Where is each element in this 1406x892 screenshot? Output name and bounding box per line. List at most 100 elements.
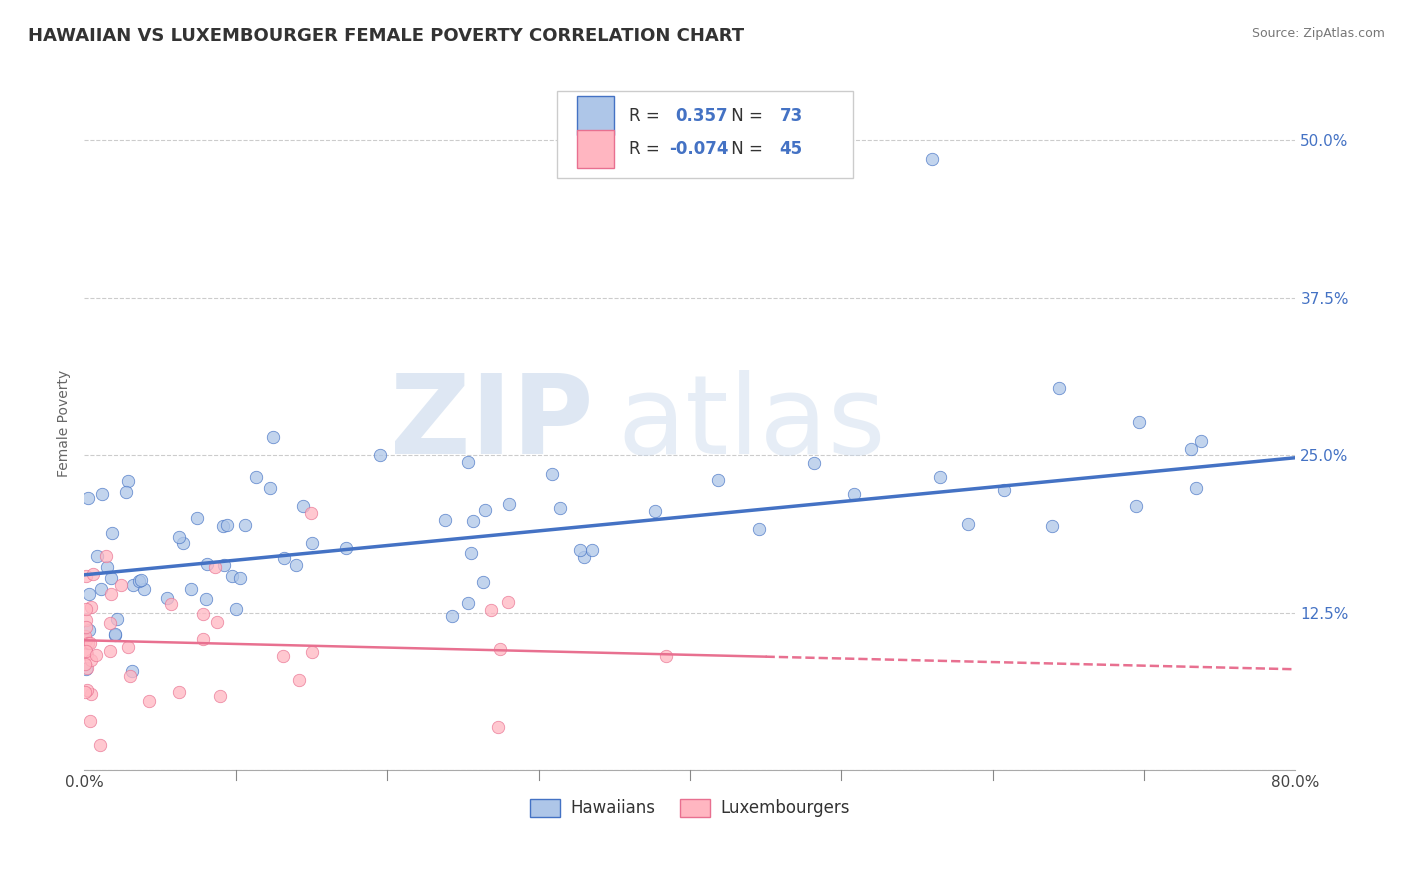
Point [457, 596, 479, 610]
Point [86, 549, 108, 563]
Point [707, 473, 730, 487]
Point [273, 551, 295, 566]
Point [191, 632, 214, 646]
Point [98, 615, 121, 630]
Point [172, 536, 194, 550]
Point [434, 513, 457, 527]
Point [1128, 415, 1150, 429]
Point [956, 516, 979, 531]
Point [194, 591, 217, 606]
Point [76, 647, 98, 661]
Point [80, 600, 103, 615]
Legend: Hawaiians, Luxembourgers: Hawaiians, Luxembourgers [523, 792, 856, 824]
Point [75, 644, 97, 658]
FancyBboxPatch shape [557, 91, 853, 178]
Point [79, 714, 101, 728]
Point [75, 602, 97, 616]
Point [117, 640, 139, 655]
Point [100, 587, 122, 601]
Point [214, 558, 236, 573]
Point [581, 543, 603, 558]
Point [368, 449, 391, 463]
Point [75, 662, 97, 676]
Point [128, 574, 150, 588]
Point [496, 594, 519, 608]
Point [209, 689, 232, 703]
Point [993, 483, 1015, 497]
Point [75, 569, 97, 583]
Point [568, 542, 591, 557]
Point [89, 738, 111, 752]
Point [655, 649, 678, 664]
Point [100, 570, 122, 584]
Point [460, 546, 482, 560]
Point [167, 530, 190, 544]
Point [929, 470, 952, 484]
Point [262, 430, 284, 444]
Text: R =: R = [630, 140, 665, 158]
Point [75, 620, 97, 634]
Point [80, 687, 103, 701]
Point [159, 597, 181, 611]
Point [132, 582, 155, 597]
Point [138, 694, 160, 708]
Point [82, 566, 104, 581]
Text: -0.074: -0.074 [669, 140, 728, 158]
Point [215, 518, 238, 533]
Point [748, 522, 770, 536]
Point [110, 577, 132, 591]
Point [301, 645, 323, 659]
Bar [578, 96, 613, 135]
Point [498, 497, 520, 511]
Point [644, 504, 666, 518]
Point [75, 613, 97, 627]
Point [76, 661, 98, 675]
Point [803, 456, 825, 470]
Text: N =: N = [727, 106, 768, 125]
Point [225, 602, 247, 616]
Point [1180, 442, 1202, 456]
Point [572, 549, 595, 564]
Text: 73: 73 [779, 106, 803, 125]
Point [100, 526, 122, 541]
Point [191, 607, 214, 622]
Point [156, 591, 179, 605]
Point [94, 549, 117, 563]
Point [75, 633, 97, 648]
Point [73, 657, 96, 671]
Point [195, 557, 218, 571]
Point [245, 470, 267, 484]
Point [474, 503, 496, 517]
Point [129, 573, 152, 587]
Y-axis label: Female Poverty: Female Poverty [58, 370, 72, 477]
Point [77, 636, 100, 650]
Point [98, 644, 121, 658]
Point [84, 648, 107, 663]
Point [169, 685, 191, 699]
Point [471, 574, 494, 589]
Point [1040, 519, 1063, 533]
Point [301, 536, 323, 550]
Point [118, 669, 141, 683]
Point [229, 571, 252, 585]
Point [479, 603, 502, 617]
Point [77, 491, 100, 506]
Text: atlas: atlas [617, 370, 886, 477]
Point [122, 578, 145, 592]
Point [540, 467, 562, 481]
Bar [578, 129, 613, 168]
Point [488, 641, 510, 656]
Point [204, 560, 226, 574]
Point [90, 486, 112, 500]
Point [285, 558, 308, 572]
Point [221, 569, 243, 583]
Point [186, 511, 208, 525]
Point [292, 500, 315, 514]
Point [287, 673, 309, 688]
Point [259, 481, 281, 495]
Point [440, 608, 463, 623]
Point [90, 582, 112, 596]
Point [121, 664, 143, 678]
Text: 45: 45 [779, 140, 803, 158]
Point [77, 623, 100, 637]
